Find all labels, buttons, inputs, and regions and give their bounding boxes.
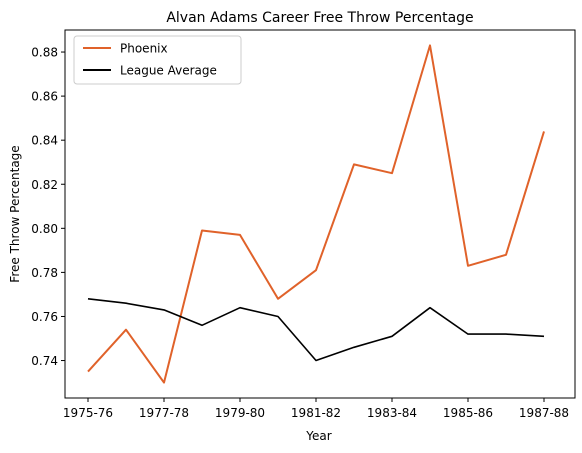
- y-tick-label: 0.80: [31, 222, 58, 236]
- y-tick-label: 0.82: [31, 178, 58, 192]
- x-tick-label: 1983-84: [367, 406, 417, 420]
- legend-label-phoenix: Phoenix: [120, 42, 168, 56]
- legend-label-league-average: League Average: [120, 64, 217, 78]
- y-ticks: 0.74 0.76 0.78 0.80 0.82 0.84 0.86 0.88: [31, 46, 65, 369]
- legend: Phoenix League Average: [74, 36, 241, 84]
- x-tick-label: 1987-88: [519, 406, 569, 420]
- x-tick-label: 1975-76: [63, 406, 113, 420]
- y-tick-label: 0.74: [31, 354, 58, 368]
- y-tick-label: 0.78: [31, 266, 58, 280]
- series-layer: [88, 45, 544, 382]
- x-tick-label: 1977-78: [139, 406, 189, 420]
- x-axis-label: Year: [305, 429, 331, 443]
- x-tick-label: 1979-80: [215, 406, 265, 420]
- x-tick-label: 1981-82: [291, 406, 341, 420]
- plot-frame: [65, 30, 575, 398]
- y-tick-label: 0.88: [31, 46, 58, 60]
- y-axis-label: Free Throw Percentage: [8, 145, 22, 282]
- chart-title: Alvan Adams Career Free Throw Percentage: [166, 10, 473, 26]
- series-line-phoenix: [88, 45, 544, 382]
- y-tick-label: 0.76: [31, 310, 58, 324]
- y-tick-label: 0.84: [31, 134, 58, 148]
- series-line-league-average: [88, 299, 544, 361]
- x-tick-label: 1985-86: [443, 406, 493, 420]
- y-tick-label: 0.86: [31, 90, 58, 104]
- x-ticks: 1975-76 1977-78 1979-80 1981-82 1983-84 1985-…: [63, 398, 569, 420]
